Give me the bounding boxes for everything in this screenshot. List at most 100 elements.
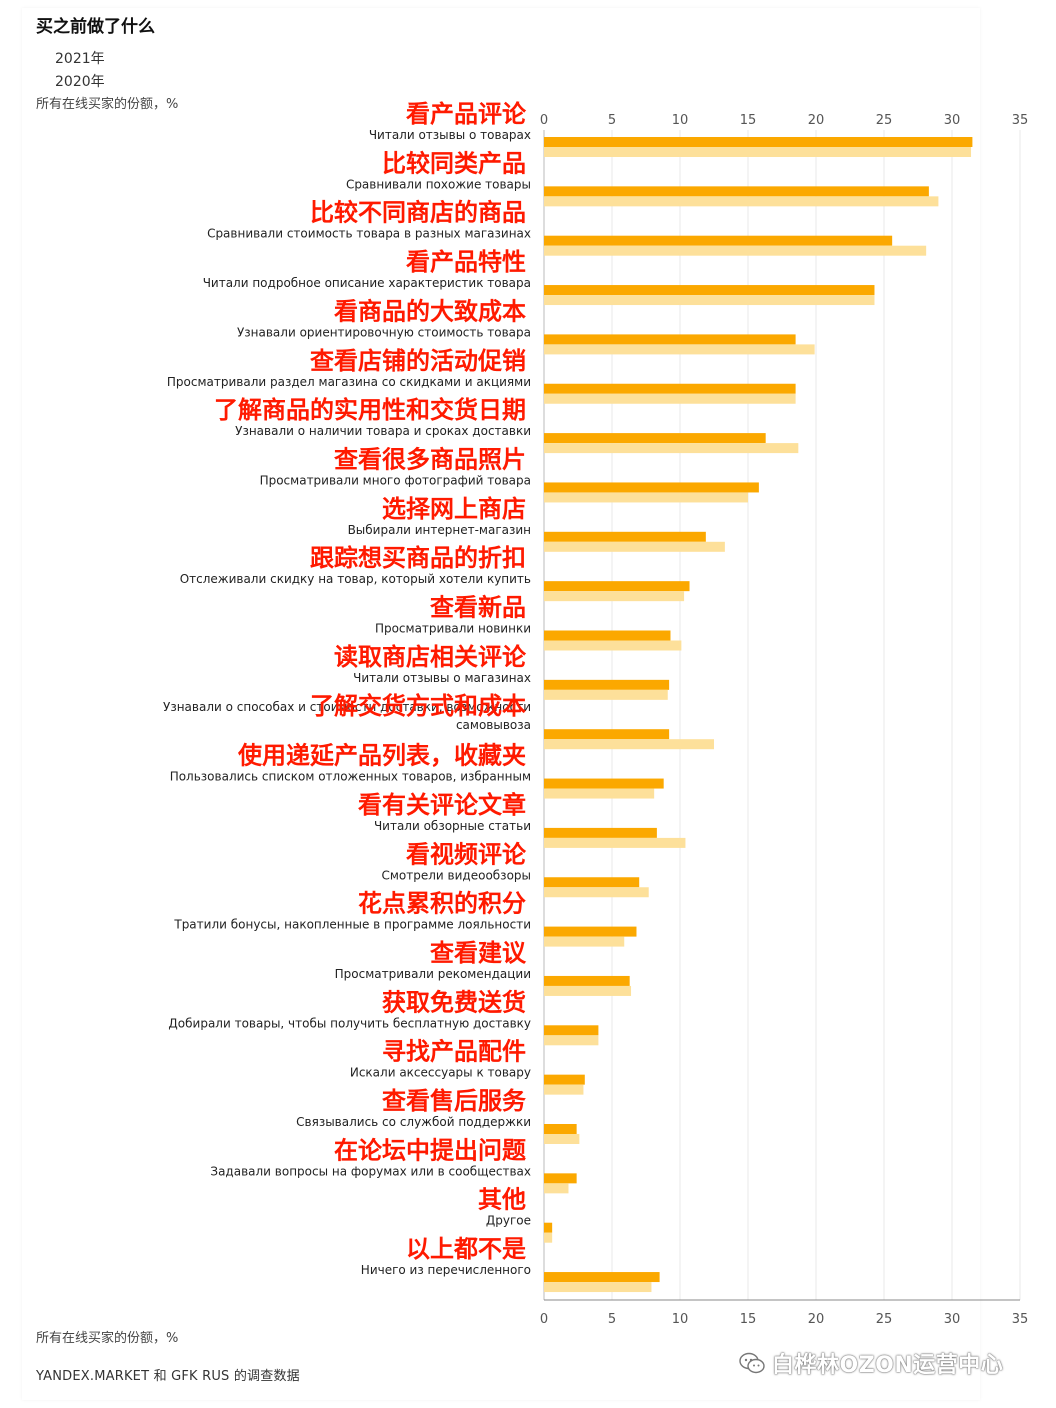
annotation-label-18: 获取免费送货 (382, 988, 526, 1016)
bar-2020-1 (544, 196, 939, 207)
annotation-label-2: 比较不同商店的商品 (310, 199, 526, 227)
bar-2021-12 (544, 729, 670, 740)
annotation-label-9: 跟踪想买商品的折扣 (310, 544, 526, 572)
bar-2020-20 (544, 1134, 580, 1144)
category-label-10: Просматривали новинки (375, 622, 531, 636)
tick-label-top-30: 30 (944, 113, 961, 128)
category-label-14: Читали обзорные статьи (374, 819, 531, 833)
annotation-label-12: 了解交货方式和成本 (310, 692, 526, 720)
bar-2021-14 (544, 827, 657, 838)
annotation-label-14: 看有关评论文章 (358, 791, 526, 819)
category-label-12: Узнавали о способах и стоимости доставки… (163, 700, 531, 732)
annotation-label-15: 看视频评论 (406, 840, 527, 868)
bar-2021-16 (544, 926, 637, 937)
bar-2020-3 (544, 295, 875, 306)
bar-2021-4 (544, 334, 796, 345)
category-label-1: Сравнивали похожие товары (346, 177, 531, 191)
tick-label-top-5: 5 (608, 113, 616, 128)
bar-2021-6 (544, 433, 766, 444)
subtitle-bottom: 所有在线买家的份额，% (36, 1331, 179, 1346)
bar-2020-0 (544, 147, 972, 157)
annotation-label-10: 查看新品 (430, 594, 526, 622)
chart-title: 买之前做了什么 (36, 17, 155, 37)
bar-2021-7 (544, 482, 759, 493)
annotation-label-1: 比较同类产品 (382, 149, 526, 177)
category-label-16: Тратили бонусы, накопленные в программе … (173, 918, 531, 932)
bar-2020-15 (544, 887, 649, 898)
category-label-4: Узнавали ориентировочную стоимость товар… (237, 325, 531, 339)
tick-label-top-25: 25 (876, 113, 893, 128)
bar-2020-6 (544, 443, 799, 454)
category-label-0: Читали отзывы о товарах (369, 128, 531, 142)
annotation-label-5: 查看店铺的活动促销 (310, 347, 526, 375)
bar-2021-5 (544, 383, 796, 394)
bar-2020-16 (544, 936, 625, 947)
tick-label-bottom-20: 20 (808, 1312, 825, 1327)
bar-2021-21 (544, 1173, 577, 1184)
legend-2021: 2021年 (55, 51, 105, 67)
category-label-7: Просматривали много фотографий товара (260, 473, 531, 487)
bar-2021-23 (544, 1272, 660, 1283)
category-label-23: Ничего из перечисленного (361, 1263, 531, 1277)
bar-2020-12 (544, 739, 714, 750)
subtitle-top: 所有在线买家的份额，% (36, 97, 179, 112)
annotation-label-16: 花点累积的积分 (358, 890, 526, 918)
bar-2020-23 (544, 1282, 652, 1293)
category-label-9: Отслеживали скидку на товар, который хот… (180, 572, 531, 586)
bar-2021-11 (544, 679, 670, 690)
bar-2021-20 (544, 1124, 577, 1134)
category-label-5: Просматривали раздел магазина со скидкам… (167, 375, 531, 389)
tick-label-bottom-0: 0 (540, 1312, 548, 1327)
category-label-13: Пользовались списком отложенных товаров,… (170, 770, 531, 784)
annotation-label-0: 看产品评论 (406, 100, 527, 128)
bar-2021-15 (544, 877, 640, 888)
annotation-label-7: 查看很多商品照片 (334, 445, 526, 473)
bar-2021-18 (544, 1025, 599, 1036)
tick-label-bottom-30: 30 (944, 1312, 961, 1327)
bar-2021-2 (544, 235, 893, 246)
tick-label-bottom-15: 15 (740, 1312, 757, 1327)
bar-2021-13 (544, 778, 664, 789)
annotation-label-11: 读取商店相关评论 (334, 643, 527, 671)
bar-2020-10 (544, 640, 682, 651)
bar-2020-14 (544, 837, 686, 848)
bar-2021-17 (544, 975, 630, 986)
bar-2021-9 (544, 581, 690, 592)
category-label-15: Смотрели видеообзоры (382, 868, 532, 882)
bar-2021-19 (544, 1074, 585, 1085)
annotation-label-4: 看商品的大致成本 (334, 297, 526, 325)
category-label-22: Другое (486, 1214, 531, 1228)
category-label-18: Добирали товары, чтобы получить бесплатн… (168, 1016, 531, 1030)
tick-label-top-20: 20 (808, 113, 825, 128)
annotation-label-8: 选择网上商店 (382, 495, 526, 523)
category-label-19: Искали аксессуары к товару (350, 1066, 531, 1080)
tick-label-top-35: 35 (1012, 113, 1029, 128)
bar-2020-7 (544, 492, 748, 503)
annotation-label-17: 查看建议 (430, 939, 527, 967)
watermark-text: 白桦林OZON运营中心 (772, 1353, 1004, 1378)
bar-2020-13 (544, 788, 655, 799)
source-footer: YANDEX.MARKET 和 GFK RUS 的调查数据 (36, 1369, 300, 1384)
tick-label-bottom-25: 25 (876, 1312, 893, 1327)
category-label-11: Читали отзывы о магазинах (353, 671, 531, 685)
wechat-icon (739, 1352, 765, 1374)
annotation-label-23: 以上都不是 (406, 1235, 526, 1263)
bar-2020-5 (544, 393, 796, 404)
annotation-label-19: 寻找产品配件 (382, 1038, 526, 1066)
tick-label-bottom-35: 35 (1012, 1312, 1029, 1327)
tick-label-bottom-10: 10 (672, 1312, 689, 1327)
watermark: 白桦林OZON运营中心 (738, 1346, 1038, 1380)
category-label-17: Просматривали рекомендации (335, 967, 531, 981)
annotation-label-20: 查看售后服务 (382, 1087, 527, 1115)
category-label-6: Узнавали о наличии товара и сроках доста… (235, 424, 531, 438)
tick-label-bottom-5: 5 (608, 1312, 616, 1327)
annotation-label-21: 在论坛中提出问题 (334, 1136, 526, 1164)
bar-2021-3 (544, 285, 875, 296)
category-label-8: Выбирали интернет-магазин (348, 523, 531, 537)
bar-2020-2 (544, 245, 927, 256)
bar-2021-22 (544, 1222, 553, 1233)
bar-2020-18 (544, 1035, 599, 1046)
annotation-label-6: 了解商品的实用性和交货日期 (214, 396, 526, 424)
annotation-label-22: 其他 (478, 1186, 526, 1214)
bar-2020-17 (544, 985, 632, 996)
